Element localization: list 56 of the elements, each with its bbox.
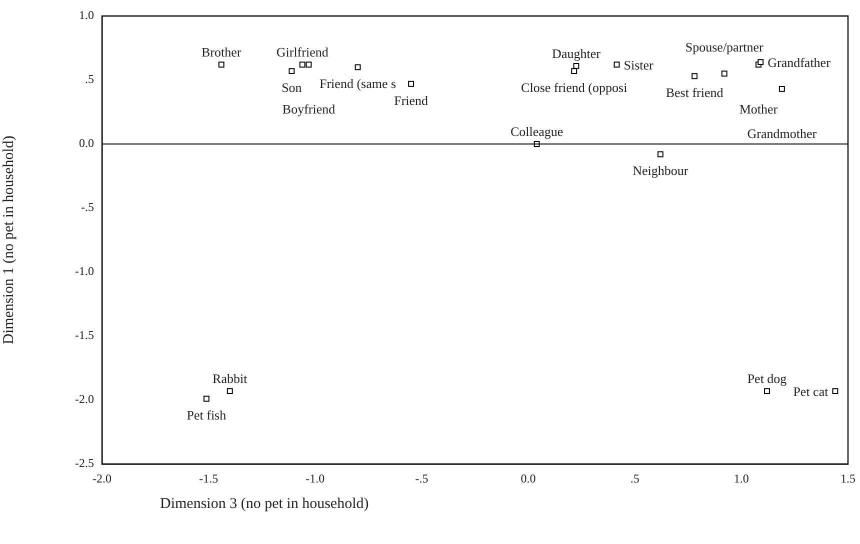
point bbox=[571, 68, 578, 74]
annotation: Son bbox=[282, 80, 302, 96]
annotation: Spouse/partner bbox=[685, 40, 764, 55]
annotation: Neighbour bbox=[632, 163, 689, 178]
y-tick-label: 0.0 bbox=[79, 136, 94, 150]
annotation: Colleague bbox=[510, 124, 564, 139]
point bbox=[614, 62, 620, 68]
point bbox=[288, 68, 295, 74]
x-tick-label: -1.0 bbox=[306, 471, 325, 486]
point bbox=[218, 62, 224, 68]
point bbox=[203, 396, 210, 402]
annotation: Sister bbox=[624, 58, 654, 73]
point bbox=[354, 64, 361, 70]
point bbox=[226, 388, 233, 394]
annotation: Brother bbox=[202, 44, 242, 60]
y-tick-label: -2.5 bbox=[75, 456, 94, 470]
y-tick-label: -1.0 bbox=[75, 264, 94, 278]
point bbox=[573, 62, 580, 69]
point bbox=[306, 62, 312, 68]
annotation: Boyfriend bbox=[282, 102, 336, 117]
point bbox=[778, 86, 785, 92]
y-tick-label: .5 bbox=[85, 72, 94, 86]
annotation: Grandmother bbox=[747, 126, 818, 141]
point bbox=[299, 62, 306, 68]
point bbox=[692, 73, 698, 80]
x-tick-label: -.5 bbox=[415, 471, 428, 486]
point bbox=[657, 151, 664, 158]
annotation: Friend bbox=[394, 92, 429, 108]
annotation: Grandfather bbox=[768, 55, 832, 70]
y-tick-label: -2.0 bbox=[75, 392, 94, 406]
annotation: Pet fish bbox=[186, 408, 227, 423]
x-tick-label: .5 bbox=[630, 471, 640, 486]
y-tick-label: 1.0 bbox=[79, 8, 94, 22]
point bbox=[832, 388, 838, 394]
annotation: Daughter bbox=[552, 46, 602, 61]
x-tick-label: 0.0 bbox=[520, 471, 536, 486]
x-tick-label: -1.5 bbox=[199, 471, 218, 486]
annotation: Friend (same s bbox=[320, 76, 396, 92]
x-axis-title: Dimension 3 (no pet in household) bbox=[160, 496, 369, 512]
annotation: Rabbit bbox=[212, 371, 248, 386]
y-tick-label: -1.5 bbox=[75, 328, 94, 342]
y-axis-title: Dimension 1 (no pet in household) bbox=[0, 136, 17, 344]
x-tick-label: 1.0 bbox=[734, 471, 749, 486]
x-tick-label: -2.0 bbox=[92, 471, 112, 486]
y-tick-label: -.5 bbox=[81, 200, 94, 214]
annotation: Pet cat bbox=[793, 384, 829, 400]
annotation: Close friend (opposi bbox=[521, 80, 628, 96]
point bbox=[408, 80, 414, 87]
x-tick-label: 1.5 bbox=[840, 471, 856, 486]
annotation: Best friend bbox=[666, 85, 724, 100]
annotation: Mother bbox=[739, 102, 778, 117]
point bbox=[758, 59, 764, 66]
point bbox=[721, 70, 728, 77]
point bbox=[764, 388, 770, 394]
annotation: Pet dog bbox=[747, 371, 788, 386]
annotation: Girlfriend bbox=[276, 44, 329, 60]
